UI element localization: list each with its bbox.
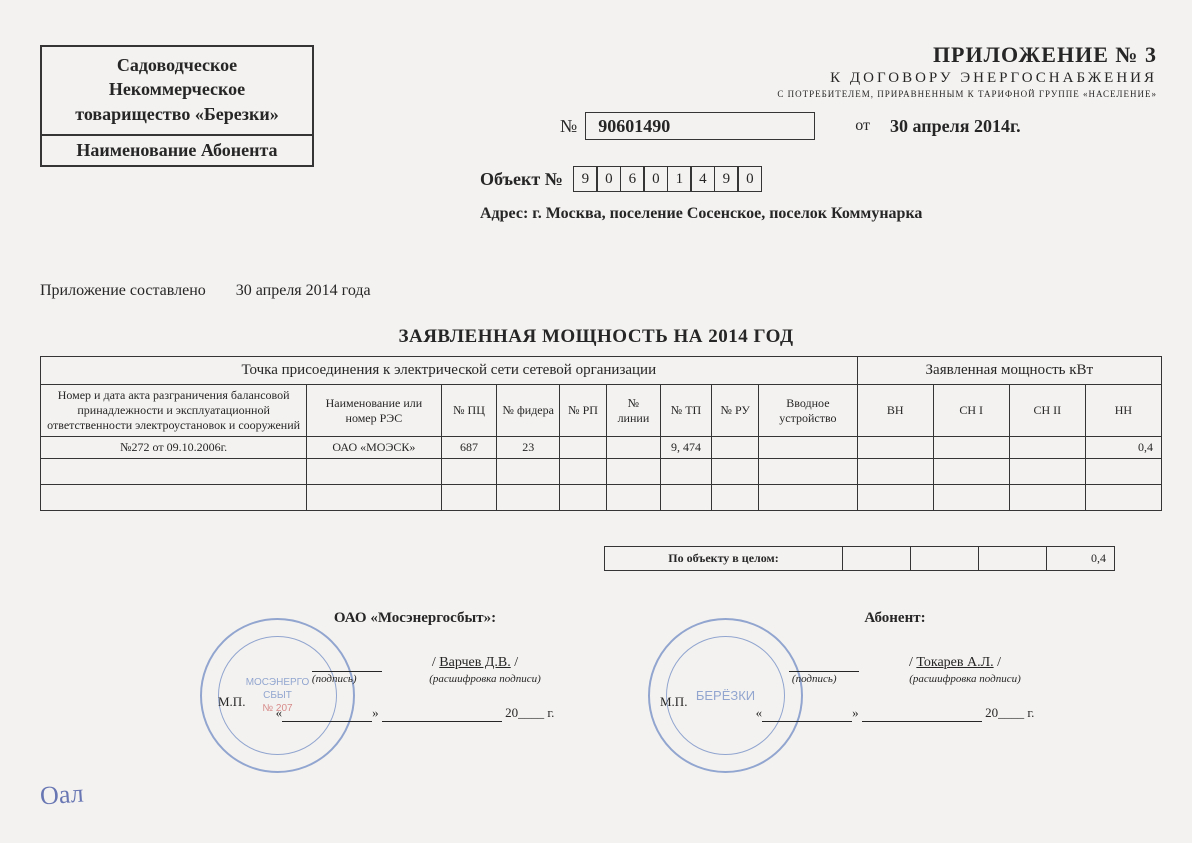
org-line3: товарищество «Березки» <box>75 104 278 124</box>
col-h8: № РУ <box>712 385 759 437</box>
sig-left-name: / Варчев Д.В. / <box>432 655 518 671</box>
object-digit: 0 <box>737 166 762 192</box>
mp-right: М.П. <box>660 694 687 710</box>
sig-rasshif: (расшифровка подписи) <box>909 673 1021 685</box>
col-h13: НН <box>1085 385 1161 437</box>
address-label: Адрес: <box>480 205 528 222</box>
col-h12: CH II <box>1009 385 1085 437</box>
main-title: ЗАЯВЛЕННАЯ МОЩНОСТЬ НА 2014 ГОД <box>0 326 1192 348</box>
total-nn: 0,4 <box>1047 547 1115 571</box>
col-h7: № ТП <box>660 385 711 437</box>
sig-podpis: (подпись) <box>289 673 379 685</box>
total-vn <box>843 547 911 571</box>
org-line2: Некоммерческое <box>109 79 245 99</box>
col-h3: № ПЦ <box>441 385 497 437</box>
org-line1: Садоводческое <box>117 55 237 75</box>
object-digit: 0 <box>643 166 668 192</box>
object-digit: 4 <box>690 166 715 192</box>
cell <box>560 437 607 459</box>
composed-row: Приложение составлено 30 апреля 2014 год… <box>40 282 371 300</box>
cell: 0,4 <box>1085 437 1161 459</box>
sig-left-company: ОАО «Мосэнергосбыт»: <box>240 610 590 627</box>
org-name: Садоводческое Некоммерческое товариществ… <box>42 47 312 136</box>
col-h2: Наименование или номер РЭС <box>307 385 441 437</box>
signature-scribble: Оал <box>39 779 85 812</box>
object-digit: 1 <box>667 166 692 192</box>
composed-date: 30 апреля 2014 года <box>236 282 371 299</box>
composed-label: Приложение составлено <box>40 282 206 299</box>
object-digit: 0 <box>596 166 621 192</box>
object-label: Объект № <box>480 169 563 190</box>
cell: ОАО «МОЭСК» <box>307 437 441 459</box>
totals-row: По объекту в целом: 0,4 <box>604 546 1115 571</box>
signature-right: Абонент: / Токарев А.Л. / (подпись) (рас… <box>720 610 1070 722</box>
total-label: По объекту в целом: <box>605 547 843 571</box>
object-digits: 9 0 6 0 1 4 9 0 <box>573 166 763 192</box>
contract-date: 30 апреля 2014г. <box>890 116 1021 137</box>
col-h4: № фидера <box>497 385 560 437</box>
col-h9: Вводное устройство <box>759 385 857 437</box>
contract-number-row: № 90601490 от 30 апреля 2014г. <box>560 112 1021 140</box>
sig-right-company: Абонент: <box>720 610 1070 627</box>
cell <box>759 437 857 459</box>
sig-left-signline <box>312 655 382 672</box>
contract-no-value: 90601490 <box>585 112 815 140</box>
section1-head: Точка присоединения к электрической сети… <box>41 357 858 385</box>
object-digit: 6 <box>620 166 645 192</box>
col-h5: № РП <box>560 385 607 437</box>
section2-head: Заявленная мощность кВт <box>857 357 1161 385</box>
abonent-caption: Наименование Абонента <box>42 136 312 165</box>
cell <box>712 437 759 459</box>
total-ch2 <box>979 547 1047 571</box>
appendix-title: ПРИЛОЖЕНИЕ № 3 <box>437 42 1157 68</box>
signature-left: ОАО «Мосэнергосбыт»: / Варчев Д.В. / (по… <box>240 610 590 722</box>
contract-no-label: № <box>560 116 577 137</box>
address-row: Адрес: г. Москва, поселение Сосенское, п… <box>480 205 922 223</box>
address-value: г. Москва, поселение Сосенское, поселок … <box>532 205 922 222</box>
col-h1: Номер и дата акта разграничения балансов… <box>41 385 307 437</box>
abonent-box: Садоводческое Некоммерческое товариществ… <box>40 45 314 167</box>
contract-ot: от <box>855 117 870 135</box>
cell: 9, 474 <box>660 437 711 459</box>
object-digit: 9 <box>573 166 598 192</box>
appendix-sub1: К ДОГОВОРУ ЭНЕРГОСНАБЖЕНИЯ <box>437 70 1157 87</box>
header-right: ПРИЛОЖЕНИЕ № 3 К ДОГОВОРУ ЭНЕРГОСНАБЖЕНИ… <box>437 42 1157 99</box>
col-h11: CH I <box>933 385 1009 437</box>
appendix-sub2: С ПОТРЕБИТЕЛЕМ, ПРИРАВНЕННЫМ К ТАРИФНОЙ … <box>437 89 1157 99</box>
sig-left-dateline: « » 20____ г. <box>240 705 590 722</box>
main-table: Точка присоединения к электрической сети… <box>40 356 1162 511</box>
col-h10: ВН <box>857 385 933 437</box>
sig-right-signline <box>789 655 859 672</box>
sig-right-dateline: « » 20____ г. <box>720 705 1070 722</box>
cell <box>607 437 661 459</box>
cell <box>857 437 933 459</box>
cell <box>1009 437 1085 459</box>
cell: №272 от 09.10.2006г. <box>41 437 307 459</box>
col-h6: № линии <box>607 385 661 437</box>
total-ch1 <box>911 547 979 571</box>
cell: 23 <box>497 437 560 459</box>
object-digit: 9 <box>714 166 739 192</box>
sig-rasshif: (расшифровка подписи) <box>429 673 541 685</box>
object-row: Объект № 9 0 6 0 1 4 9 0 <box>480 166 762 192</box>
cell <box>933 437 1009 459</box>
sig-right-name: / Токарев А.Л. / <box>909 655 1001 671</box>
sig-podpis: (подпись) <box>769 673 859 685</box>
mp-left: М.П. <box>218 694 245 710</box>
table-row <box>41 485 1162 511</box>
cell: 687 <box>441 437 497 459</box>
table-row: №272 от 09.10.2006г. ОАО «МОЭСК» 687 23 … <box>41 437 1162 459</box>
table-row <box>41 459 1162 485</box>
